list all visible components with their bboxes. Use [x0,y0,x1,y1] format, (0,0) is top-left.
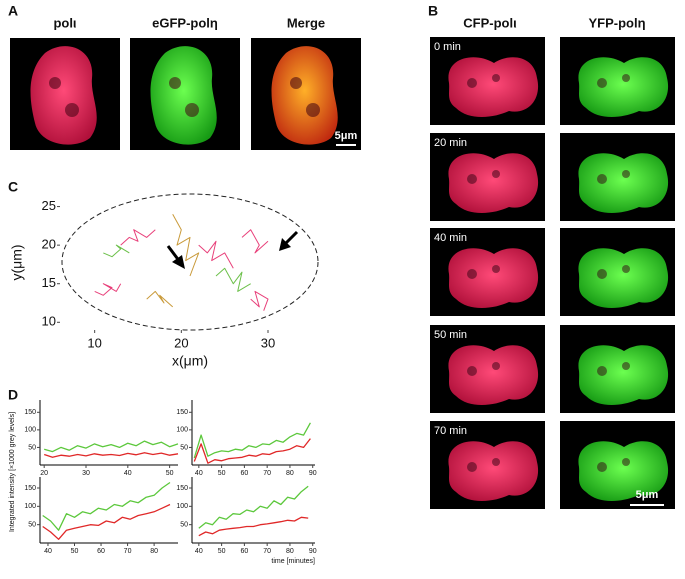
time-label: 0 min [434,41,461,53]
micrograph [560,228,675,316]
x-tick-label: 70 [124,548,132,555]
series-line [241,229,269,254]
series-line [250,290,269,311]
series-line [146,290,174,308]
image-title: CFP-polι [463,15,517,30]
micrograph [430,421,545,509]
micrograph [560,133,675,221]
y-tick-label: 50 [28,444,36,451]
x-tick-label: 60 [97,548,105,555]
micrograph [560,421,675,509]
panel-label: C [8,179,18,195]
y-tick-label: 20 [42,237,56,252]
panel-label: D [8,387,18,403]
series-line [94,283,122,296]
series-line [172,214,200,277]
y-axis-label: Integrated intensity [×1000 grey levels] [9,412,16,532]
y-tick-label: 100 [24,427,36,434]
series-line [198,485,309,529]
series-line [42,481,171,531]
x-tick-label: 30 [82,470,90,477]
x-axis-label: time [minutes] [271,558,315,565]
time-label: 20 min [434,137,467,149]
time-label: 70 min [434,425,467,437]
micrograph [130,38,240,150]
image-title: YFP-polη [588,15,645,30]
x-tick-label: 30 [261,335,275,350]
time-label: 50 min [434,329,467,341]
x-tick-label: 60 [240,470,248,477]
image-title: polι [53,15,76,30]
micrograph [430,228,545,316]
x-tick-label: 40 [195,470,203,477]
micrograph [430,133,545,221]
y-axis-label: y(μm) [9,244,25,280]
series-line [44,440,179,453]
y-tick-label: 150 [176,485,188,492]
y-tick-label: 50 [28,522,36,529]
series-line [43,452,179,458]
x-tick-label: 40 [124,470,132,477]
x-tick-label: 40 [44,548,52,555]
series-line [198,516,309,537]
x-tick-label: 20 [40,470,48,477]
x-tick-label: 70 [263,548,271,555]
nucleus-outline [61,193,319,331]
series-line [193,438,311,464]
x-tick-label: 90 [309,548,317,555]
x-tick-label: 80 [286,548,294,555]
x-tick-label: 20 [174,335,188,350]
x-tick-label: 50 [71,548,79,555]
y-tick-label: 50 [180,444,188,451]
time-label: 40 min [434,232,467,244]
x-tick-label: 10 [87,335,101,350]
x-tick-label: 50 [218,470,226,477]
micrograph [251,38,361,150]
panel-label: A [8,3,18,19]
x-tick-label: 80 [150,548,158,555]
series-line [42,503,171,540]
x-tick-label: 80 [286,470,294,477]
image-title: Merge [287,15,325,30]
y-tick-label: 150 [24,409,36,416]
y-tick-label: 10 [42,314,56,329]
x-tick-label: 70 [263,470,271,477]
y-tick-label: 15 [42,275,56,290]
x-tick-label: 90 [309,470,317,477]
y-tick-label: 150 [24,485,36,492]
scale-bar-label: 5μm [636,489,659,501]
x-axis-label: x(μm) [172,353,208,369]
arrow [166,230,299,269]
x-tick-label: 60 [240,548,248,555]
x-tick-label: 40 [195,548,203,555]
series-line [215,267,251,292]
micrograph [430,325,545,413]
y-tick-label: 25 [42,198,56,213]
series-line [198,240,234,269]
micrograph [10,38,120,150]
y-tick-label: 150 [176,409,188,416]
panel-label: B [428,3,438,19]
y-tick-label: 100 [176,503,188,510]
series-line [103,244,130,258]
y-tick-label: 50 [180,522,188,529]
series-line [120,229,156,246]
y-tick-label: 100 [176,427,188,434]
x-tick-label: 50 [166,470,174,477]
micrograph [560,325,675,413]
micrograph [430,37,545,125]
series-line [193,422,311,459]
y-tick-label: 100 [24,503,36,510]
x-tick-label: 50 [218,548,226,555]
micrograph [560,37,675,125]
scale-bar-label: 5μm [335,130,358,142]
image-title: eGFP-polη [152,15,218,30]
